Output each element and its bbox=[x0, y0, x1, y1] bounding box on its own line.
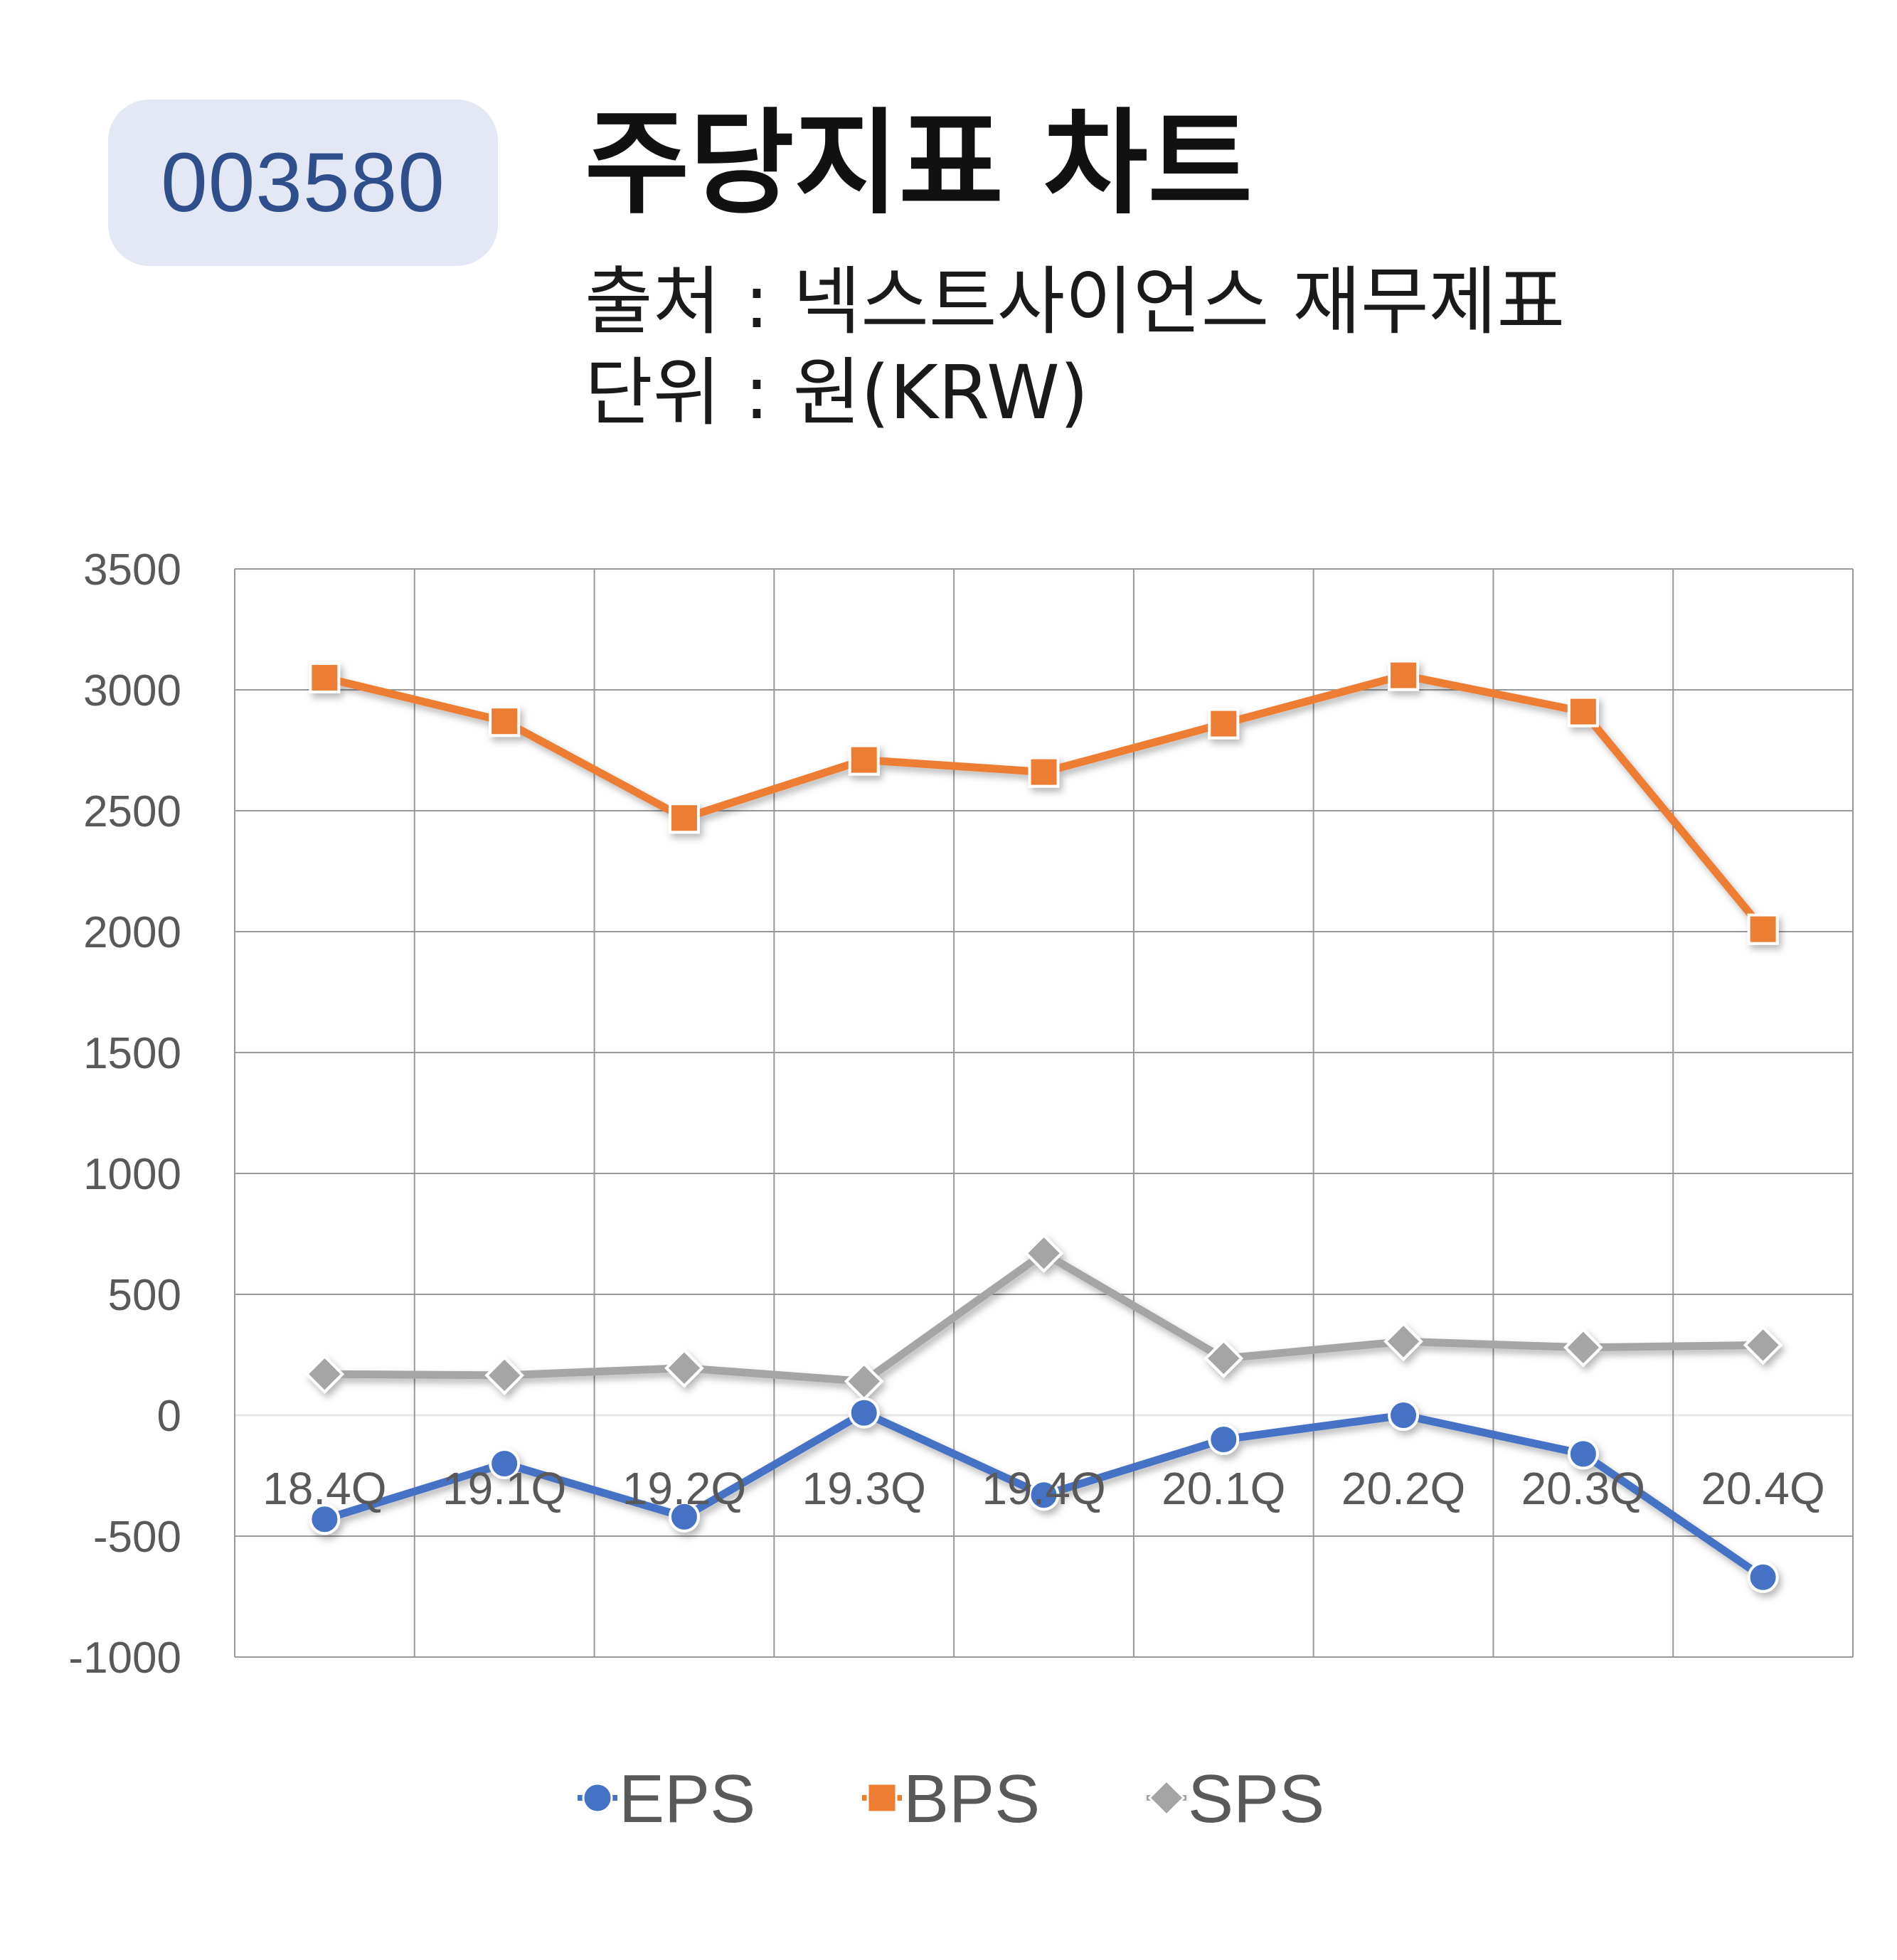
x-axis: 18.4Q 19.1Q 19.2Q 19.3Q 19.4Q 20.1Q 20.2Q 20.3Q… bbox=[262, 1463, 1825, 1514]
sps-series bbox=[304, 1233, 1783, 1402]
eps-point bbox=[1028, 1479, 1060, 1511]
source-note: 출처 : 넥스트사이언스 재무제표 bbox=[585, 258, 1566, 345]
bps-point bbox=[1208, 708, 1240, 740]
legend-label: SPS bbox=[1188, 1761, 1324, 1837]
bps-point bbox=[668, 802, 700, 834]
bps-point bbox=[309, 662, 341, 693]
legend-label: BPS bbox=[903, 1761, 1040, 1837]
legend-label: EPS bbox=[619, 1761, 755, 1837]
eps-series bbox=[309, 1397, 1779, 1593]
unit-note: 단위 : 원(KRW) bbox=[585, 349, 1089, 436]
sps-point bbox=[1383, 1321, 1423, 1362]
eps-point bbox=[309, 1503, 341, 1535]
y-tick-label: 0 bbox=[157, 1392, 181, 1441]
legend-marker-diamond bbox=[1147, 1779, 1186, 1817]
ticker-badge: 003580 bbox=[108, 100, 498, 266]
legend-item-bps: BPS bbox=[862, 1761, 1040, 1837]
sps-point bbox=[484, 1356, 524, 1395]
y-tick-label: 500 bbox=[108, 1271, 181, 1320]
x-tick-label: 20.2Q bbox=[1341, 1463, 1465, 1514]
bps-point bbox=[1388, 659, 1420, 691]
sps-point bbox=[304, 1354, 345, 1395]
legend-marker-circle bbox=[582, 1782, 613, 1813]
x-tick-label: 19.2Q bbox=[622, 1463, 746, 1514]
x-tick-label: 18.4Q bbox=[262, 1463, 386, 1514]
sps-point bbox=[664, 1348, 704, 1388]
bps-point bbox=[1567, 696, 1599, 728]
eps-point bbox=[1208, 1424, 1240, 1455]
y-tick-label: -1000 bbox=[68, 1634, 181, 1683]
sps-point bbox=[1203, 1338, 1244, 1378]
x-tick-label: 20.4Q bbox=[1701, 1463, 1824, 1514]
x-tick-label: 19.4Q bbox=[982, 1463, 1105, 1514]
bps-series bbox=[309, 659, 1779, 945]
x-tick-label: 19.3Q bbox=[802, 1463, 926, 1514]
sps-point bbox=[1024, 1233, 1064, 1274]
chart-title: 주당지표 차트 bbox=[585, 97, 1253, 230]
bps-point bbox=[1747, 913, 1779, 945]
bps-point bbox=[489, 705, 521, 737]
ticker-code: 003580 bbox=[161, 136, 445, 230]
eps-point bbox=[668, 1501, 700, 1533]
y-tick-label: 2000 bbox=[83, 908, 181, 957]
y-axis: 3500 3000 2500 2000 1500 1000 500 0 -500 -1000 bbox=[68, 545, 181, 1683]
y-tick-label: 3500 bbox=[83, 545, 181, 595]
bps-point bbox=[848, 744, 880, 776]
legend-item-eps: EPS bbox=[578, 1761, 755, 1837]
y-tick-label: 1500 bbox=[83, 1029, 181, 1078]
eps-point bbox=[1567, 1438, 1599, 1470]
bps-line bbox=[320, 671, 1768, 934]
y-tick-label: 1000 bbox=[83, 1150, 181, 1199]
sps-point bbox=[1563, 1327, 1603, 1368]
sps-point bbox=[1743, 1325, 1783, 1365]
bps-point bbox=[1028, 756, 1060, 788]
legend-marker-square bbox=[866, 1782, 898, 1813]
eps-point bbox=[848, 1397, 880, 1429]
x-tick-label: 20.1Q bbox=[1162, 1463, 1285, 1514]
legend-item-sps: SPS bbox=[1147, 1761, 1324, 1837]
y-tick-label: 3000 bbox=[83, 666, 181, 715]
y-tick-label: 2500 bbox=[83, 787, 181, 836]
y-tick-label: -500 bbox=[93, 1513, 181, 1562]
eps-point bbox=[1388, 1400, 1420, 1431]
x-tick-label: 20.3Q bbox=[1521, 1463, 1645, 1514]
x-tick-label: 19.1Q bbox=[442, 1463, 566, 1514]
chart-legend: EPS BPS SPS bbox=[578, 1761, 1324, 1837]
chart-series bbox=[304, 659, 1783, 1593]
eps-point bbox=[489, 1448, 521, 1479]
eps-point bbox=[1747, 1561, 1779, 1593]
